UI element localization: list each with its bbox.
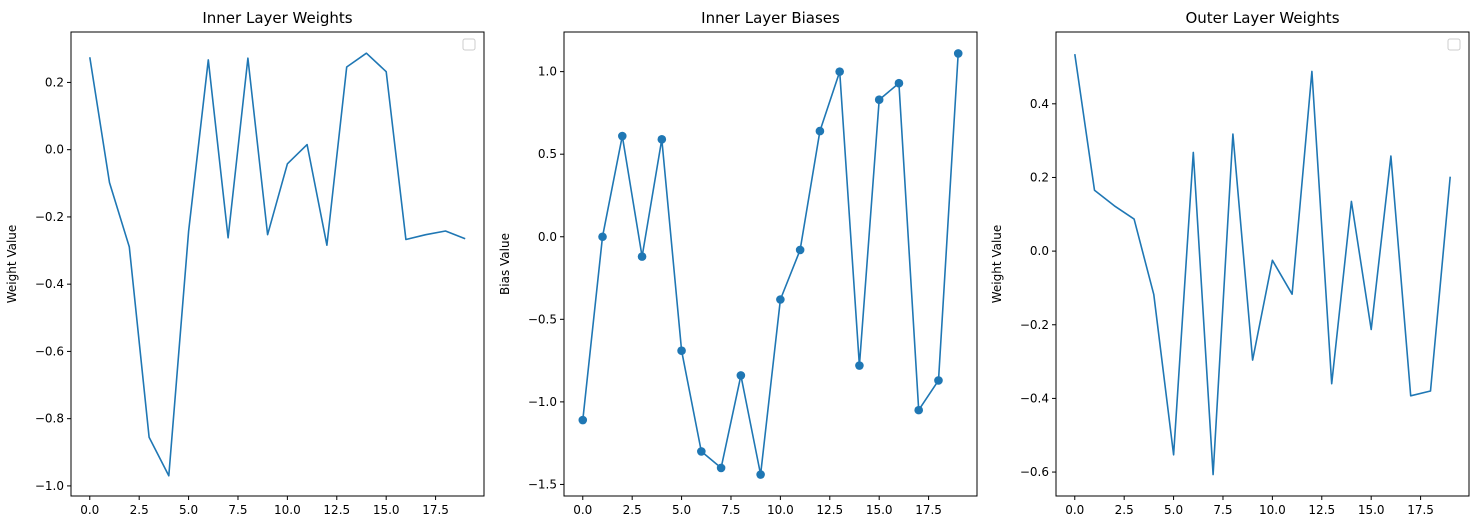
y-tick-label: −0.6 xyxy=(35,344,64,358)
data-point xyxy=(677,346,686,355)
y-tick-label: −1.5 xyxy=(528,477,557,491)
x-tick-label: 10.0 xyxy=(767,503,794,517)
chart-panel-3: Outer Layer Weights Weight Value 0.0 2.5 5.0… xyxy=(990,9,1470,517)
data-point xyxy=(855,361,864,370)
y-tick-label: −0.2 xyxy=(35,210,64,224)
x-tick-label: 5.0 xyxy=(1164,503,1183,517)
series-line xyxy=(89,52,466,477)
y-tick-label: 0.2 xyxy=(45,75,64,89)
data-point xyxy=(657,135,667,144)
plot-frame xyxy=(563,31,978,497)
data-point xyxy=(934,376,943,385)
y-tick-label: 0.0 xyxy=(538,230,557,244)
chart-title: Outer Layer Weights xyxy=(1185,9,1339,27)
x-tick-label: 0.0 xyxy=(573,503,592,517)
x-tick-label: 5.0 xyxy=(672,503,691,517)
x-tick-label: 5.0 xyxy=(179,503,198,517)
x-tick-label: 17.5 xyxy=(1407,503,1434,517)
x-tick-label: 2.5 xyxy=(1115,503,1134,517)
data-point xyxy=(894,78,904,88)
y-tick-label: 0.4 xyxy=(1030,97,1049,111)
x-tick-label: 7.5 xyxy=(1213,503,1232,517)
y-tick-label: −0.4 xyxy=(35,277,64,291)
x-tick-label: 10.0 xyxy=(274,503,301,517)
data-point xyxy=(914,405,924,415)
legend-box xyxy=(1447,38,1461,51)
data-point xyxy=(598,232,607,242)
data-point xyxy=(716,463,726,473)
x-tick-label: 15.0 xyxy=(1358,503,1385,517)
series-line xyxy=(582,53,959,476)
x-tick-label: 17.5 xyxy=(422,503,449,517)
legend-box xyxy=(462,38,476,51)
y-tick-label: 1.0 xyxy=(538,65,557,79)
chart-title: Inner Layer Weights xyxy=(202,9,352,27)
y-tick-label: −0.2 xyxy=(1020,318,1049,332)
y-tick-label: 0.0 xyxy=(45,143,64,157)
y-tick-label: 0.0 xyxy=(1030,244,1049,258)
x-tick-label: 10.0 xyxy=(1259,503,1286,517)
data-point xyxy=(578,415,588,425)
data-point xyxy=(697,447,706,456)
y-tick-label: −0.6 xyxy=(1020,465,1049,479)
x-tick-label: 2.5 xyxy=(623,503,642,517)
y-tick-label: 0.2 xyxy=(1030,170,1049,184)
plot-frame xyxy=(1055,31,1470,497)
series-line xyxy=(1074,53,1451,476)
x-tick-label: 2.5 xyxy=(130,503,149,517)
x-tick-label: 7.5 xyxy=(228,503,247,517)
data-point xyxy=(637,252,647,261)
x-tick-label: 15.0 xyxy=(373,503,400,517)
y-tick-label: −0.8 xyxy=(35,412,64,426)
y-tick-label: −0.5 xyxy=(528,312,557,326)
data-point xyxy=(776,295,785,304)
data-point xyxy=(736,371,746,380)
chart-title: Inner Layer Biases xyxy=(701,9,840,27)
data-point xyxy=(795,245,805,255)
x-tick-label: 0.0 xyxy=(80,503,99,517)
x-tick-label: 12.5 xyxy=(1308,503,1335,517)
x-tick-label: 0.0 xyxy=(1065,503,1084,517)
chart-panel-2: Inner Layer Biases Bias Value 0.0 2.5 5.0 7.5… xyxy=(498,9,978,517)
data-point xyxy=(756,470,765,479)
y-tick-label: −0.4 xyxy=(1020,391,1049,405)
y-axis-label: Bias Value xyxy=(498,233,512,295)
data-point xyxy=(953,49,963,58)
data-point xyxy=(835,67,844,76)
y-tick-label: 0.5 xyxy=(538,147,557,161)
y-tick-label: −1.0 xyxy=(35,479,64,493)
x-tick-label: 15.0 xyxy=(866,503,893,517)
x-tick-label: 12.5 xyxy=(323,503,350,517)
x-tick-label: 12.5 xyxy=(816,503,843,517)
plot-frame xyxy=(70,31,485,497)
y-axis-label: Weight Value xyxy=(990,225,1004,304)
x-tick-label: 7.5 xyxy=(721,503,740,517)
y-axis-label: Weight Value xyxy=(5,225,19,304)
data-point xyxy=(617,131,627,141)
data-point xyxy=(815,126,825,136)
y-tick-label: −1.0 xyxy=(528,395,557,409)
x-tick-label: 17.5 xyxy=(915,503,942,517)
chart-panel-1: Inner Layer Weights Weight Value 0.0 2.5 5.0… xyxy=(5,9,485,517)
data-point xyxy=(874,95,884,105)
